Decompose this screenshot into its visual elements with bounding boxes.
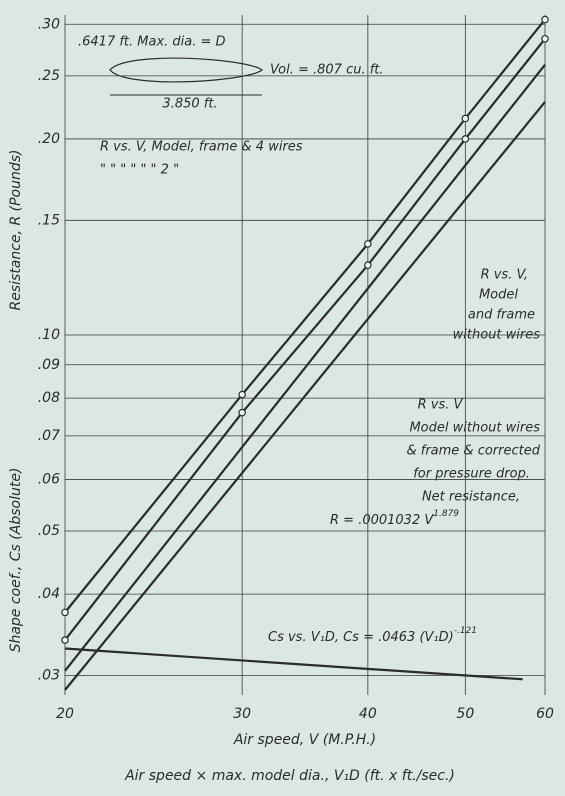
data-point [62,637,68,643]
annotation: " " " " " " 2 " [100,163,179,178]
y-tick-label: .06 [38,471,60,487]
x-axis-title-secondary: Air speed × max. model dia., V₁D (ft. x … [124,768,455,784]
annotation: .6417 ft. Max. dia. = D [78,35,226,50]
y-tick-label: .08 [38,390,60,406]
y-tick-label: .09 [38,357,60,373]
y-tick-label: .05 [38,523,60,539]
annotation: Model without wires [409,421,540,436]
data-point [62,609,68,615]
annotation: R vs. V, Model, frame & 4 wires [100,140,303,155]
data-point [239,409,245,415]
annotation: R vs. V [418,398,464,413]
data-point [542,36,548,42]
y-axis-title: Resistance, R (Pounds) [8,149,24,310]
y-tick-label: .07 [38,428,60,444]
annotation: R vs. V, [481,268,528,283]
x-axis-title: Air speed, V (M.P.H.) [233,732,376,748]
y-tick-label: .03 [38,667,60,683]
annotation-exponent: 1.879 [433,509,459,519]
annotation: and frame [468,308,535,323]
annotation: 3.850 ft. [162,97,217,112]
data-point [239,391,245,397]
x-tick-label: 20 [56,706,74,722]
annotation: Model [479,288,518,303]
y-tick-label: .04 [38,586,60,602]
data-point [462,136,468,142]
annotation: & frame & corrected [406,444,540,459]
data-point [542,16,548,22]
data-point [365,262,371,268]
x-tick-label: 50 [456,706,474,722]
chart: .6417 ft. Max. dia. = D Vol. = .807 cu. … [0,0,565,796]
annotation-part: Cs vs. V₁D, Cs = .0463 (V₁D) [268,630,454,645]
x-tick-label: 60 [536,706,554,722]
annotation-part: R = .0001032 V [330,513,434,528]
y-tick-label: .25 [38,68,60,84]
y-tick-label: .10 [38,327,60,343]
data-point [462,115,468,121]
y-tick-label: .30 [38,16,60,32]
x-tick-label: 40 [359,706,377,722]
annotation: Net resistance, [422,490,520,505]
annotation: Vol. = .807 cu. ft. [270,63,384,78]
y-axis-title-secondary: Shape coef., Cs (Absolute) [8,468,24,653]
x-tick-label: 30 [233,706,251,722]
y-tick-label: .20 [38,131,60,147]
data-point [365,241,371,247]
y-tick-label: .15 [38,212,60,228]
